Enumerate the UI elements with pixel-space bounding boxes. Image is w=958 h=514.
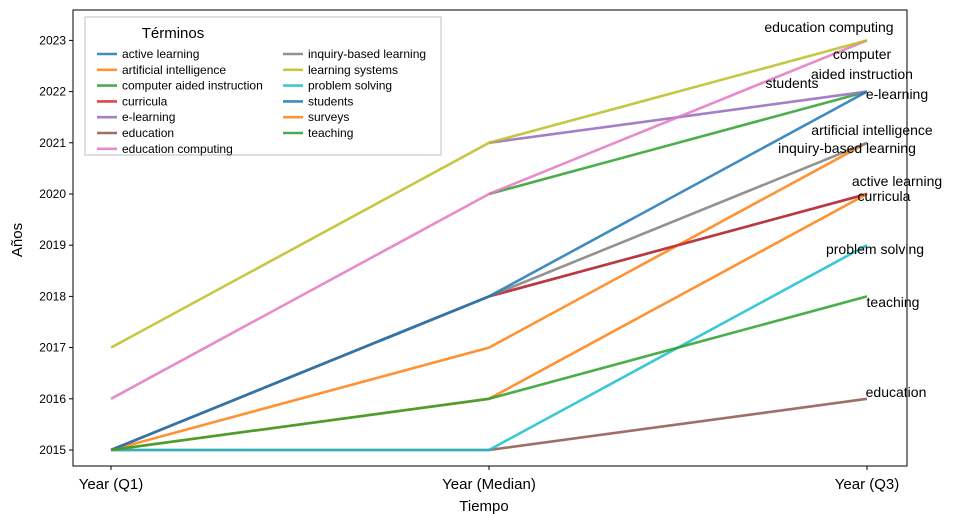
end-label-curricula: curricula [858, 188, 911, 204]
legend-item: active learning [97, 47, 199, 61]
y-axis-label: Años [9, 223, 26, 257]
y-tick-label: 2017 [39, 341, 66, 355]
series-line-students [110, 90, 868, 452]
series-line-artificial-intelligence [110, 141, 868, 452]
series-line-education-computing [110, 39, 868, 400]
x-axis: Year (Q1) Year (Median) Year (Q3) [79, 466, 899, 493]
legend-box [84, 16, 442, 156]
legend-item: artificial intelligence [97, 63, 226, 77]
legend-label: computer aided instruction [122, 79, 263, 93]
legend-item: surveys [283, 110, 349, 124]
legend-item: teaching [283, 126, 353, 140]
series-lines [110, 39, 868, 452]
legend-title: Términos [142, 25, 205, 42]
legend-label: learning systems [308, 63, 398, 77]
legend: Términos active learning artificial intell… [84, 16, 442, 156]
legend-item: students [283, 94, 353, 108]
end-label-education-computing: education computing [764, 19, 893, 35]
end-label-education: education [866, 384, 927, 400]
y-tick-label: 2019 [39, 238, 66, 252]
series-line-surveys [110, 192, 868, 452]
end-label-problem-solving: problem solving [826, 241, 924, 257]
legend-item: education computing [97, 142, 233, 156]
legend-label: problem solving [308, 79, 392, 93]
end-label-active-learning: active learning [852, 173, 942, 189]
end-label-e-learning: e-learning [866, 86, 928, 102]
y-tick-label: 2016 [39, 392, 66, 406]
series-line-active-learning [110, 192, 868, 452]
plot-frame [72, 9, 908, 467]
end-label-artificial-intelligence: artificial intelligence [811, 122, 933, 138]
y-tick-label: 2023 [39, 33, 66, 47]
legend-label: teaching [308, 126, 353, 140]
series-line-computer-aided-instruction [488, 90, 868, 196]
series-line-curricula [110, 192, 868, 452]
legend-item: problem solving [283, 79, 392, 93]
legend-label: curricula [122, 94, 168, 108]
x-tick-label: Year (Q3) [835, 476, 899, 493]
legend-item: learning systems [283, 63, 398, 77]
end-label-inquiry-based-learning: inquiry-based learning [778, 140, 916, 156]
legend-item: computer aided instruction [97, 79, 263, 93]
x-axis-label: Tiempo [459, 498, 508, 514]
legend-label: students [308, 94, 353, 108]
legend-label: e-learning [122, 110, 175, 124]
y-tick-label: 2018 [39, 289, 66, 303]
legend-item: education [97, 126, 174, 140]
legend-item: inquiry-based learning [283, 47, 426, 61]
legend-item: e-learning [97, 110, 175, 124]
legend-label: education computing [122, 142, 233, 156]
y-axis: 2015 2016 2017 2018 2019 2020 2021 2022 2023 [39, 33, 73, 457]
y-tick-label: 2021 [39, 136, 66, 150]
series-line-learning-systems [110, 39, 868, 349]
series-line-problem-solving [111, 244, 868, 452]
y-tick-label: 2022 [39, 85, 66, 99]
legend-label: active learning [122, 47, 199, 61]
end-label-teaching: teaching [867, 294, 920, 310]
legend-label: inquiry-based learning [308, 47, 426, 61]
end-label-computer-aided-instruction: computer aided instruction [811, 46, 913, 82]
y-tick-label: 2020 [39, 187, 66, 201]
legend-item: curricula [97, 94, 168, 108]
series-line-teaching [110, 295, 868, 452]
x-tick-label: Year (Q1) [79, 476, 143, 493]
end-labels: active learning artificial intelligence co… [764, 19, 942, 400]
x-tick-label: Year (Median) [442, 476, 536, 493]
y-tick-label: 2015 [39, 443, 66, 457]
legend-label: artificial intelligence [122, 63, 226, 77]
series-line-education [111, 397, 868, 452]
legend-label: surveys [308, 110, 349, 124]
end-label-students: students [766, 75, 819, 91]
legend-label: education [122, 126, 174, 140]
